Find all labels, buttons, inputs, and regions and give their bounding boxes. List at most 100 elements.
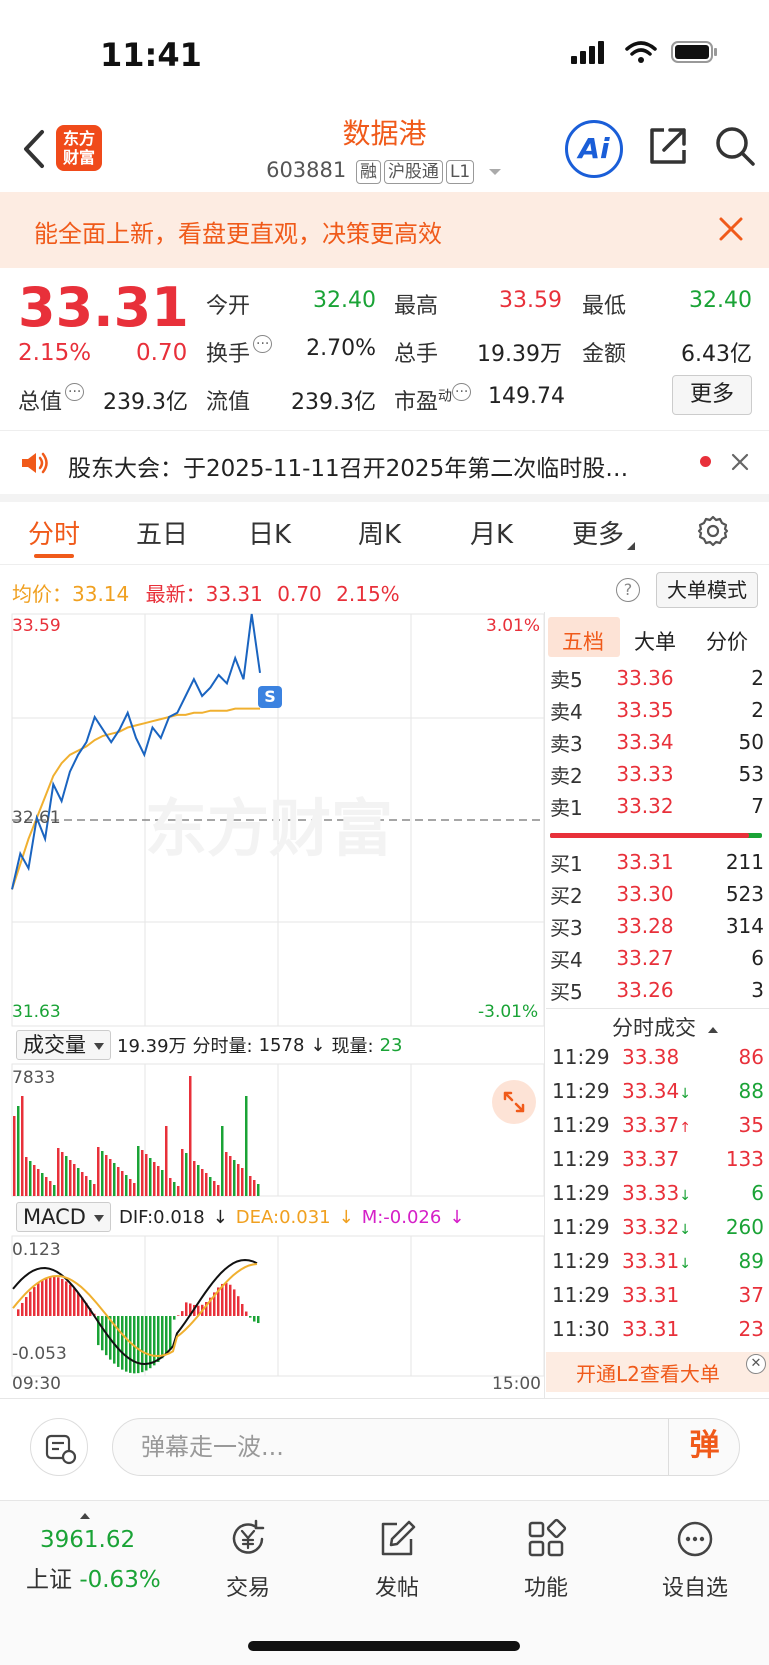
volume-value: 19.39万 [477,342,562,367]
tab-five-levels[interactable]: 五档 [562,630,604,654]
yuan-cycle-icon [232,1519,265,1554]
volume-indicator-select[interactable]: 成交量 [16,1030,111,1060]
expand-chart-button[interactable] [492,1080,536,1124]
macd-bar [29,1291,32,1316]
danmu-input[interactable]: 弹幕走一波... [112,1418,740,1476]
volume-bar [245,1096,248,1196]
help-icon[interactable]: ? [616,578,640,602]
danmu-send-button[interactable]: 弹 [668,1418,740,1476]
danmu-toggle-button[interactable] [30,1418,88,1476]
tab-five-day[interactable]: 五日 [136,520,189,550]
volume-bar [217,1185,220,1196]
tab-monthly-k[interactable]: 月K [470,520,514,550]
volume-bar [157,1166,160,1196]
tab-more[interactable]: 更多 [572,514,636,551]
macd-bar [177,1315,180,1316]
tab-big-orders[interactable]: 大单 [634,630,676,654]
bid-row: 买1 33.31 211 [550,850,764,876]
y-min-label: 31.63 [12,1002,61,1022]
volume-bar [81,1172,84,1196]
volume-bar [185,1153,188,1196]
nav-trade-label: 交易 [225,1576,270,1601]
dif-value: DIF:0.018 [118,1206,205,1228]
low-label: 最低 [582,294,627,319]
avg-value: 33.14 [72,582,130,606]
macd-bar [49,1276,52,1316]
macd-bar [101,1316,104,1351]
macd-bar [89,1308,92,1316]
macd-bar [225,1282,228,1316]
divider [0,1398,769,1399]
tab-intraday[interactable]: 分时 [28,520,81,550]
tab-weekly-k[interactable]: 周K [358,520,402,550]
pe-label[interactable]: 市盈动 ··· [394,383,472,416]
tab-daily-k[interactable]: 日K [248,520,292,550]
expand-icon [503,1091,525,1113]
macd-bar [21,1302,24,1316]
macd-bar [141,1316,144,1373]
macd-bar [65,1281,68,1316]
tag-connect: 沪股通 [383,160,443,184]
index-ticker[interactable]: 上证 -0.63% [26,1560,161,1594]
volume-label: 总手 [394,342,439,367]
volume-bar [165,1126,168,1196]
ai-button[interactable]: Ai [565,120,623,178]
macd-indicator-select[interactable]: MACD [16,1202,111,1232]
caret-up-icon [80,1513,90,1519]
tab-price-distribution[interactable]: 分价 [706,630,748,654]
nav-add-watchlist[interactable]: 设自选 [640,1514,750,1602]
nav-add-watchlist-label: 设自选 [661,1576,728,1601]
macd-bar [189,1303,192,1316]
volume-bar [125,1175,128,1196]
volume-now: 23 [379,1034,403,1056]
volume-bar [197,1165,200,1196]
ask-row: 卖3 33.34 50 [550,730,764,756]
volume-bar [89,1180,92,1196]
l2-upsell-text[interactable]: 开通L2查看大单 [576,1362,720,1386]
current-price: 33.31 [18,276,189,339]
m-value: M:-0.026 [361,1206,442,1228]
share-icon[interactable] [646,124,690,168]
volume-bar [249,1176,252,1196]
more-button[interactable]: 更多 [672,375,752,415]
nav-trade[interactable]: 交易 [193,1514,303,1602]
l2-close-icon[interactable]: ✕ [746,1354,766,1374]
notice-text[interactable]: 股东大会：于2025-11-11召开2025年第二次临时股… [68,456,629,482]
volume-bars [13,1076,260,1196]
volume-bar [169,1178,172,1196]
volume-bar [205,1173,208,1196]
trades-title[interactable]: 分时成交 [612,1012,720,1042]
stock-subtitle[interactable]: 603881 融沪股通 L1 [0,158,769,184]
open-value: 32.40 [313,288,376,313]
pe-sup: 动 [438,388,453,405]
macd-bar [157,1316,160,1362]
nav-post[interactable]: 发帖 [342,1514,452,1602]
nav-functions[interactable]: 功能 [491,1514,601,1602]
macd-bar [69,1284,72,1316]
logo-line-2: 财富 [62,148,95,167]
volume-bar [69,1160,72,1196]
nav-post-label: 发帖 [374,1576,419,1601]
danmu-settings-icon [45,1434,77,1465]
macd-max-label: 0.123 [12,1240,61,1260]
close-icon[interactable] [716,214,746,244]
big-order-mode-button[interactable]: 大单模式 [656,572,758,608]
promo-banner[interactable] [0,192,769,268]
s-marker-icon[interactable]: S [258,686,282,708]
index-value[interactable]: 3961.62 [40,1527,136,1553]
macd-bar [41,1280,44,1316]
search-icon[interactable] [713,124,757,168]
intraday-chart[interactable]: 东方财富 [0,612,546,1394]
notice-close-icon[interactable] [730,452,750,472]
macd-bar [53,1276,56,1316]
back-icon[interactable] [18,126,52,172]
volume-bar [97,1147,100,1196]
volume-header: 成交量 19.39万 分时量: 1578 ↓ 现量: 23 [16,1030,403,1060]
l2-upsell-banner[interactable] [546,1352,769,1392]
mktcap-label[interactable]: 总值 ··· [18,383,85,416]
turnover-label[interactable]: 换手 ··· [206,335,273,368]
volume-bar [65,1156,68,1196]
change-amount: 0.70 [136,340,188,366]
settings-gear-icon[interactable] [696,514,730,548]
volume-bar [209,1177,212,1196]
